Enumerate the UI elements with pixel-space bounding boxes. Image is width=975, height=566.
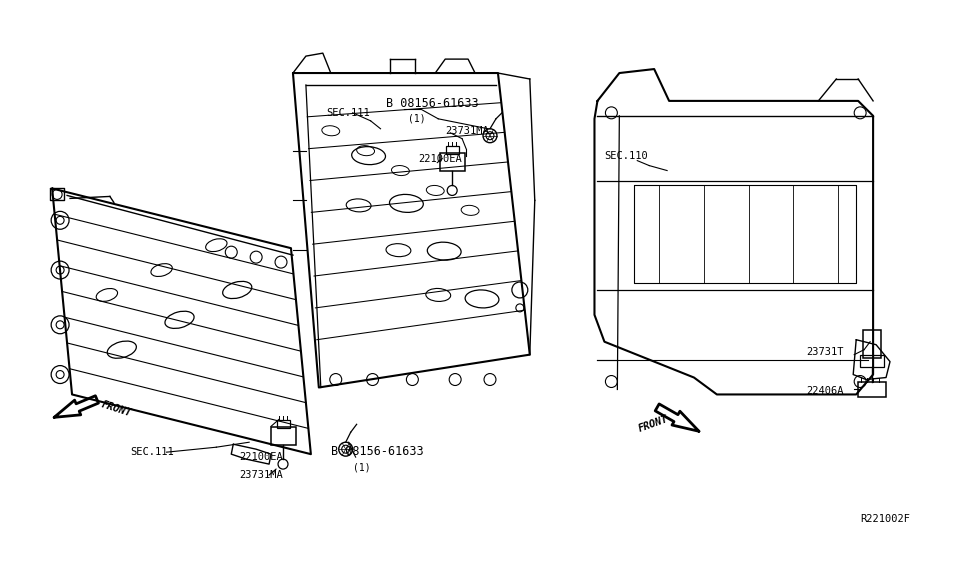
Bar bbox=[271, 427, 296, 445]
Text: 22406A: 22406A bbox=[806, 387, 844, 396]
Bar bbox=[863, 330, 881, 358]
Text: SEC.111: SEC.111 bbox=[130, 447, 174, 457]
Text: 22100EA: 22100EA bbox=[239, 452, 283, 462]
Text: FRONT: FRONT bbox=[638, 414, 670, 434]
Text: 23731MA: 23731MA bbox=[446, 126, 488, 136]
Bar bbox=[858, 381, 886, 397]
Bar bbox=[277, 421, 290, 428]
Text: B 08156-61633: B 08156-61633 bbox=[385, 97, 478, 110]
Text: B 08156-61633: B 08156-61633 bbox=[331, 445, 423, 458]
Text: 23731MA: 23731MA bbox=[239, 470, 283, 480]
Text: FRONT: FRONT bbox=[99, 400, 133, 419]
Text: SEC.110: SEC.110 bbox=[604, 151, 648, 161]
Bar bbox=[441, 153, 465, 170]
Text: (1): (1) bbox=[353, 462, 370, 472]
Bar bbox=[447, 145, 459, 153]
Text: R221002F: R221002F bbox=[860, 514, 910, 524]
Text: 22100EA: 22100EA bbox=[418, 153, 462, 164]
Bar bbox=[860, 355, 884, 367]
Text: 23731T: 23731T bbox=[806, 346, 844, 357]
Text: (1): (1) bbox=[409, 114, 426, 124]
Text: SEC.111: SEC.111 bbox=[326, 108, 370, 118]
